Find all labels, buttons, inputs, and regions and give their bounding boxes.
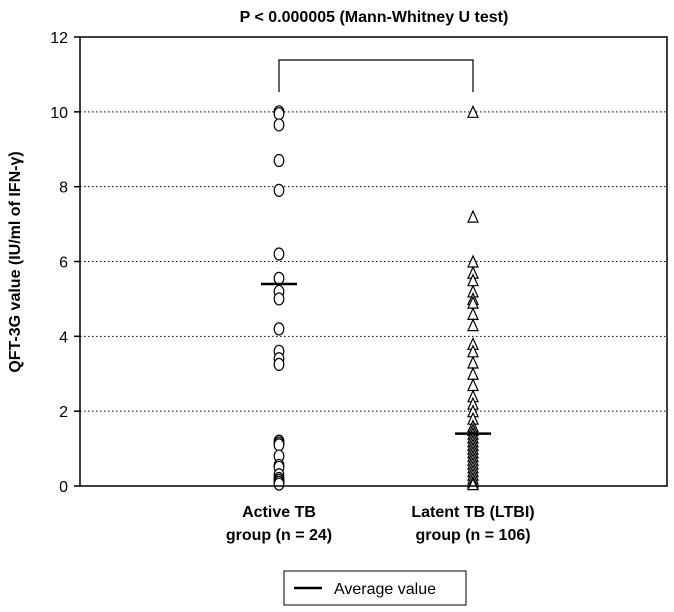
y-tick-label-1: 2: [59, 404, 68, 421]
x-category-label-1-line2: group (n = 106): [415, 527, 530, 544]
x-axis-labels: Active TB group (n = 24) Latent TB (LTBI) g…: [226, 504, 535, 544]
point-active-8: [273, 292, 285, 306]
point-latent-8: [467, 306, 479, 320]
y-axis-label: QFT-3G value (IU/ml of IFN-γ): [7, 151, 24, 372]
grid-lines: [80, 111, 667, 412]
y-axis-ticks: 0 2 4 6 8 10 12: [50, 30, 80, 496]
y-tick-label-0: 0: [59, 479, 68, 496]
point-active-2: [273, 118, 285, 132]
legend-average-label: Average value: [334, 581, 436, 598]
point-latent-9: [467, 318, 479, 332]
point-latent-14: [467, 378, 479, 392]
x-category-label-1-line1: Latent TB (LTBI): [411, 504, 534, 521]
average-lines: [261, 282, 491, 435]
point-active-23: [273, 477, 285, 491]
data-points: [273, 104, 479, 491]
y-tick-label-6: 12: [50, 30, 68, 47]
point-latent-35: [467, 477, 479, 491]
y-tick-label-3: 6: [59, 255, 68, 272]
point-latent-0: [467, 104, 479, 118]
point-active-12: [273, 357, 285, 371]
y-tick-label-2: 4: [59, 329, 68, 346]
point-active-5: [273, 247, 285, 261]
point-latent-1: [467, 209, 479, 223]
point-active-15: [273, 438, 285, 452]
y-tick-label-4: 8: [59, 180, 68, 197]
point-active-4: [273, 183, 285, 198]
point-active-6: [273, 271, 285, 285]
y-tick-label-5: 10: [50, 105, 68, 122]
point-active-1: [273, 107, 285, 121]
point-active-9: [273, 322, 285, 336]
point-latent-12: [467, 355, 479, 369]
x-category-label-0-line2: group (n = 24): [226, 527, 332, 544]
bracket-line: [278, 59, 474, 92]
point-active-3: [273, 153, 285, 168]
legend: Average value: [283, 570, 467, 606]
x-category-label-0-line1: Active TB: [242, 504, 316, 521]
chart-title: P < 0.000005 (Mann-Whitney U test): [240, 9, 509, 26]
significance-bracket: [278, 59, 474, 92]
point-latent-13: [467, 366, 479, 380]
